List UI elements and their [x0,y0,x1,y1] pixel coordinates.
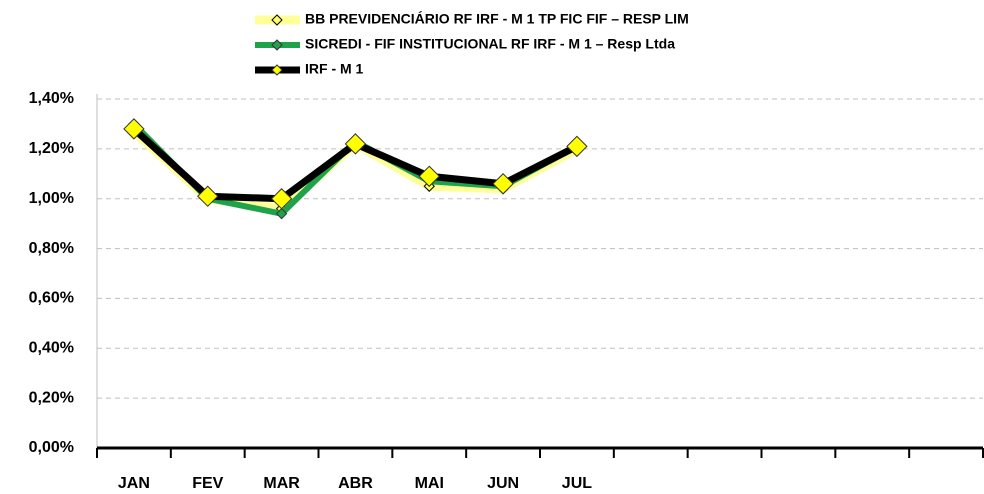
data-point [344,133,367,155]
data-point [566,135,588,158]
y-tick-label: 1,00% [29,190,74,207]
legend-marker [271,14,283,26]
legend-marker [271,64,283,76]
data-point [418,165,440,187]
legend-label: IRF - M 1 [305,61,364,77]
x-tick-label: FEV [192,475,223,492]
x-tick-label: ABR [338,475,373,492]
data-point [275,207,288,220]
data-point [123,118,145,140]
legend-label: BB PREVIDENCIÁRIO RF IRF - M 1 TP FIC FI… [305,11,689,27]
data-point [270,188,293,210]
y-tick-label: 1,40% [29,90,74,107]
y-tick-label: 1,20% [29,140,74,157]
data-point [197,185,219,207]
y-tick-label: 0,60% [29,290,74,307]
x-tick-label: JUL [562,475,592,492]
y-tick-label: 0,20% [29,389,74,406]
x-tick-label: JUN [487,475,519,492]
legend-marker [271,39,283,51]
legend-label: SICREDI - FIF INSTITUCIONAL RF IRF - M 1… [305,36,675,52]
data-point [492,173,514,195]
y-tick-label: 0,80% [29,240,74,257]
y-tick-label: 0,40% [29,340,74,357]
x-tick-label: MAR [263,475,300,492]
x-tick-label: JAN [118,475,150,492]
y-tick-label: 0,00% [29,439,74,456]
x-tick-label: MAI [415,475,444,492]
